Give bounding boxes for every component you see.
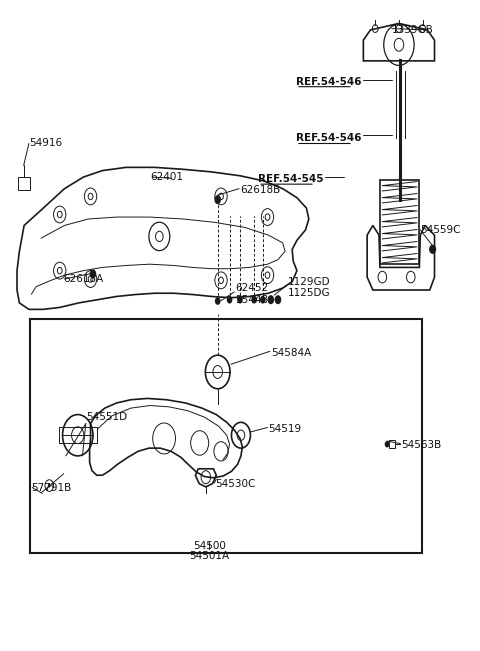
Text: 1339GB: 1339GB bbox=[392, 25, 433, 35]
Text: 62618B: 62618B bbox=[240, 185, 280, 195]
Circle shape bbox=[215, 195, 221, 204]
Text: 54530C: 54530C bbox=[216, 478, 256, 489]
Text: 55448: 55448 bbox=[235, 295, 268, 305]
Bar bbox=[389, 440, 395, 448]
Text: 54559C: 54559C bbox=[420, 225, 461, 235]
Circle shape bbox=[430, 245, 435, 253]
Text: 62401: 62401 bbox=[150, 172, 183, 182]
Bar bbox=[30, 319, 422, 553]
Text: 1125DG: 1125DG bbox=[288, 288, 330, 298]
Circle shape bbox=[48, 484, 51, 488]
Text: 54916: 54916 bbox=[29, 139, 62, 148]
Circle shape bbox=[260, 296, 265, 303]
Text: 54584A: 54584A bbox=[271, 348, 311, 357]
Text: 54519: 54519 bbox=[268, 424, 301, 434]
Circle shape bbox=[237, 296, 243, 303]
Circle shape bbox=[252, 296, 257, 303]
Circle shape bbox=[227, 296, 232, 303]
Circle shape bbox=[215, 297, 220, 305]
Text: REF.54-546: REF.54-546 bbox=[296, 133, 361, 143]
Circle shape bbox=[275, 295, 281, 304]
Bar bbox=[59, 428, 96, 443]
Text: 54563B: 54563B bbox=[401, 440, 442, 450]
Bar bbox=[18, 177, 30, 190]
Bar bbox=[380, 180, 420, 264]
Circle shape bbox=[267, 295, 274, 304]
Text: REF.54-546: REF.54-546 bbox=[296, 77, 361, 87]
Text: 62618A: 62618A bbox=[63, 274, 104, 284]
Text: 54500: 54500 bbox=[193, 541, 226, 551]
Text: 1129GD: 1129GD bbox=[288, 277, 330, 286]
Circle shape bbox=[90, 270, 96, 279]
Text: 57791B: 57791B bbox=[31, 483, 72, 493]
Text: 54551D: 54551D bbox=[86, 412, 127, 422]
Text: 62452: 62452 bbox=[235, 283, 268, 293]
Text: REF.54-545: REF.54-545 bbox=[258, 174, 324, 184]
Text: 54501A: 54501A bbox=[189, 551, 229, 561]
Circle shape bbox=[384, 441, 389, 447]
